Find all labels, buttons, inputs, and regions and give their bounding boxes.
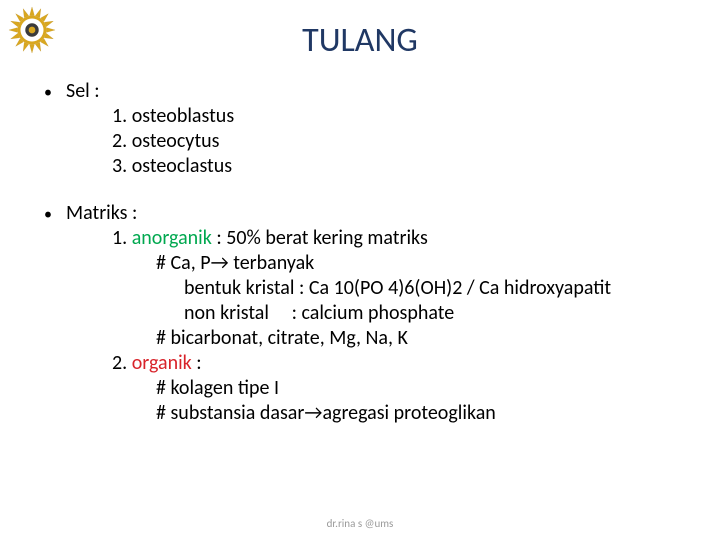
university-seal-icon	[8, 6, 56, 54]
anorganik-desc: : 50% berat kering matriks	[212, 226, 428, 250]
heading-matriks: Matriks :	[66, 201, 137, 226]
sel-list: 1. osteoblastus 2. osteocytus 3. osteocl…	[112, 104, 720, 179]
slide-footer: dr.rina s @ums	[0, 517, 720, 530]
num-2: 2.	[112, 351, 132, 375]
bullet-glyph: •	[44, 83, 66, 103]
non-kristal: non kristal : calcium phosphate	[184, 301, 720, 326]
ca-p-prefix: # Ca, P	[156, 251, 211, 275]
bicarbonat-line: # bicarbonat, citrate, Mg, Na, K	[156, 326, 720, 351]
bentuk-kristal: bentuk kristal : Ca 10(PO 4)6(OH)2 / Ca …	[184, 276, 720, 301]
matriks-anorganik: 1. anorganik : 50% berat kering matriks	[112, 226, 720, 251]
sel-item-3: 3. osteoclastus	[112, 154, 720, 179]
substansia-prefix: # substansia dasar	[156, 401, 304, 425]
num-1: 1.	[112, 226, 132, 250]
bullet-glyph: •	[44, 205, 66, 225]
bullet-sel: • Sel :	[44, 79, 720, 104]
arrow-icon: →	[211, 251, 229, 275]
organik-colon: :	[192, 351, 202, 375]
substansia-line: # substansia dasar→agregasi proteoglikan	[156, 401, 720, 426]
ca-p-line: # Ca, P→ terbanyak	[156, 251, 720, 276]
ca-p-suffix: terbanyak	[229, 251, 315, 275]
bullet-matriks: • Matriks :	[44, 201, 720, 226]
sel-item-1: 1. osteoblastus	[112, 104, 720, 129]
substansia-suffix: agregasi proteoglikan	[322, 401, 495, 425]
anorganik-label: anorganik	[132, 226, 212, 250]
kolagen-line: # kolagen tipe I	[156, 376, 720, 401]
organik-label: organik	[132, 351, 192, 375]
arrow-icon: →	[304, 401, 322, 425]
slide-title: TULANG	[0, 0, 720, 79]
organik-row: 2. organik :	[112, 351, 720, 376]
matriks-list: 1. anorganik : 50% berat kering matriks	[112, 226, 720, 251]
slide-body: • Sel : 1. osteoblastus 2. osteocytus 3.…	[0, 79, 720, 426]
sel-item-2: 2. osteocytus	[112, 129, 720, 154]
matriks-organik: 2. organik :	[112, 351, 720, 376]
heading-sel: Sel :	[66, 79, 100, 104]
